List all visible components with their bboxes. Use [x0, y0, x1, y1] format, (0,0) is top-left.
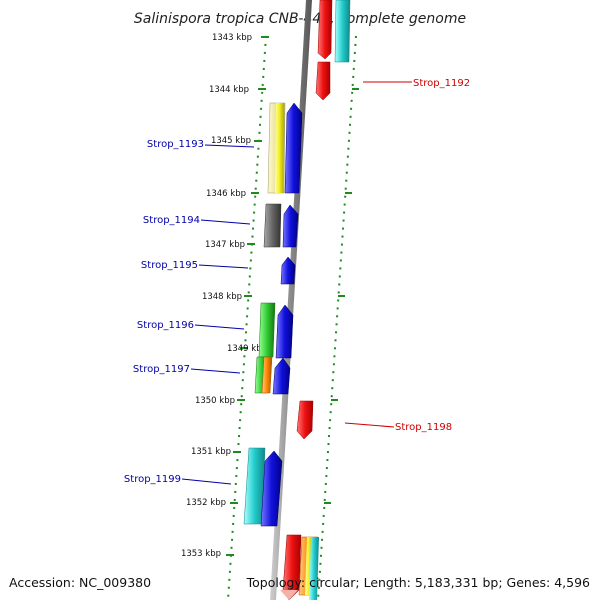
tick-label: 1343 kbp — [212, 33, 252, 43]
gene-arrow-gray[interactable] — [263, 203, 282, 248]
genome-backbone — [270, 0, 312, 600]
tick-label: 1346 kbp — [206, 189, 246, 199]
tick-labels: 1343 kbp 1344 kbp 1345 kbp 1346 kbp 1347… — [181, 33, 267, 559]
gene-labels: Strop_1192 Strop_1193 Strop_1194 Strop_1… — [124, 78, 470, 485]
gene-arrow-blue[interactable] — [272, 357, 291, 395]
gene-arrow-blue[interactable] — [260, 450, 283, 527]
gene-arrow-blue[interactable] — [284, 102, 303, 194]
topology-text: Topology: circular; Length: 5,183,331 bp… — [246, 575, 590, 590]
tick-label: 1352 kbp — [186, 498, 226, 508]
leader-line — [204, 144, 255, 148]
gene-arrow-red[interactable] — [296, 400, 314, 440]
accession-text: Accession: NC_009380 — [9, 575, 151, 590]
gene-label-strop-1198[interactable]: Strop_1198 — [395, 422, 452, 433]
gene-arrow-blue[interactable] — [280, 256, 296, 285]
gene-arrow-blue[interactable] — [275, 304, 294, 359]
gene-label-strop-1193[interactable]: Strop_1193 — [147, 139, 204, 150]
leader-line — [344, 422, 395, 428]
gene-label-strop-1197[interactable]: Strop_1197 — [133, 364, 190, 375]
gene-label-strop-1194[interactable]: Strop_1194 — [143, 215, 200, 226]
tick-label: 1347 kbp — [205, 240, 245, 250]
gene-arrow-cyan[interactable] — [334, 0, 351, 63]
gene-label-strop-1196[interactable]: Strop_1196 — [137, 320, 194, 331]
tick-label: 1353 kbp — [181, 549, 221, 559]
leader-line — [190, 368, 241, 374]
tick-label: 1351 kbp — [191, 447, 231, 457]
gene-arrow-tip — [280, 590, 298, 600]
gene-arrow-green[interactable] — [258, 302, 276, 358]
gene-arrow-red[interactable] — [317, 0, 333, 60]
tick-label: 1345 kbp — [211, 136, 251, 146]
gene-arrow-cyan[interactable] — [309, 537, 319, 600]
gene-arrow-red[interactable] — [315, 61, 331, 101]
leader-line — [194, 324, 245, 330]
map-title: Salinispora tropica CNB-440, complete ge… — [134, 11, 466, 27]
gene-arrow-orange[interactable] — [261, 356, 273, 394]
gene-arrow-blue[interactable] — [282, 204, 299, 248]
forward-strand-features — [296, 0, 351, 600]
leader-line — [198, 264, 249, 269]
tick-marks — [226, 36, 359, 556]
reverse-strand-features — [243, 102, 303, 600]
outer-dotted-guide — [317, 35, 357, 600]
gene-label-strop-1192[interactable]: Strop_1192 — [413, 78, 470, 89]
leader-line — [200, 219, 251, 225]
gene-arrow-yellow[interactable] — [275, 103, 284, 193]
gene-label-lines — [181, 81, 412, 485]
gene-label-strop-1195[interactable]: Strop_1195 — [141, 260, 198, 271]
tick-label: 1350 kbp — [195, 396, 235, 406]
leader-line — [181, 478, 232, 485]
tick-label: 1349 kbp — [227, 344, 267, 354]
gene-label-strop-1199[interactable]: Strop_1199 — [124, 474, 181, 485]
tick-label: 1348 kbp — [202, 292, 242, 302]
tick-label: 1344 kbp — [209, 85, 249, 95]
